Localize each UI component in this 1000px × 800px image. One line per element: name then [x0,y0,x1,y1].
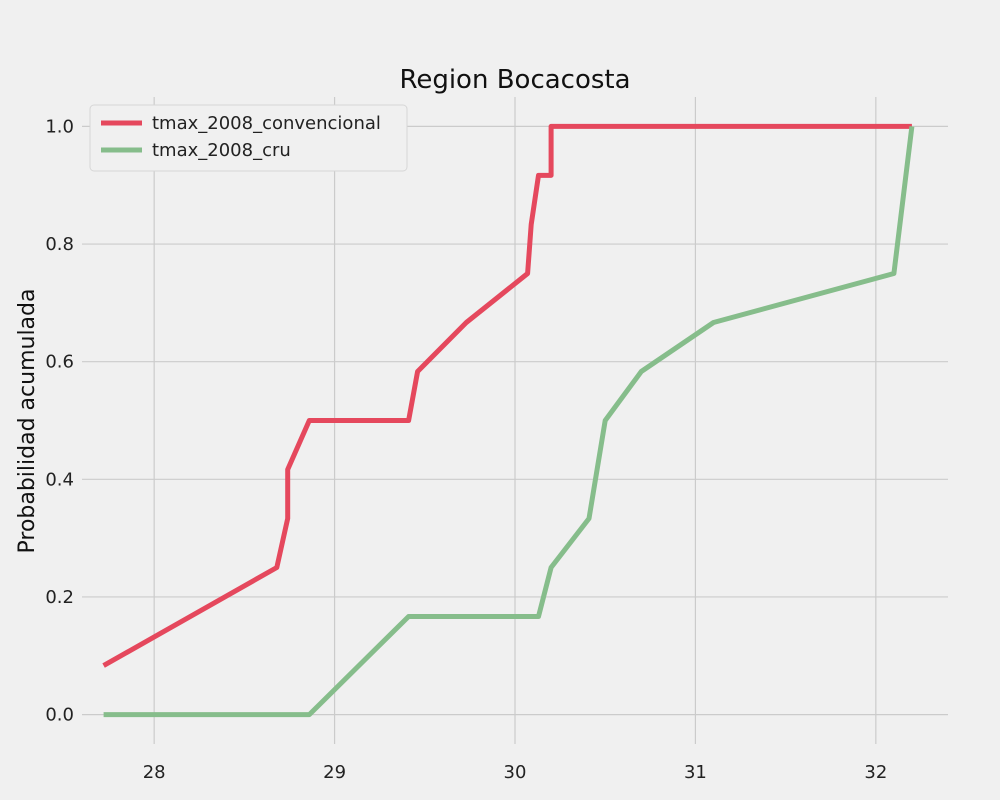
series-line-2 [103,126,915,718]
x-tick-label: 28 [143,762,166,783]
x-tick-label: 29 [323,762,346,783]
legend: tmax_2008_convencional tmax_2008_cru [89,104,408,172]
y-tick-label: 0.0 [45,705,74,726]
y-axis-label: Probabilidad acumulada [15,289,40,554]
x-tick-labels: 28 29 30 31 32 [143,762,888,783]
x-tick-label: 31 [684,762,707,783]
legend-box [89,104,408,172]
x-tick-label: 30 [504,762,527,783]
series-lines [102,123,915,718]
y-tick-label: 0.8 [45,234,74,255]
y-tick-label: 1.0 [45,116,74,137]
x-tick-label: 32 [864,762,887,783]
legend-label-2: tmax_2008_cru [152,140,291,161]
series-line-1 [102,123,912,668]
y-tick-label: 0.2 [45,587,74,608]
y-tick-label: 0.4 [45,469,74,490]
y-tick-labels: 0.0 0.2 0.4 0.6 0.8 1.0 [45,116,74,725]
chart-title: Region Bocacosta [399,65,630,95]
y-tick-label: 0.6 [45,352,74,373]
legend-label-1: tmax_2008_convencional [152,113,381,134]
